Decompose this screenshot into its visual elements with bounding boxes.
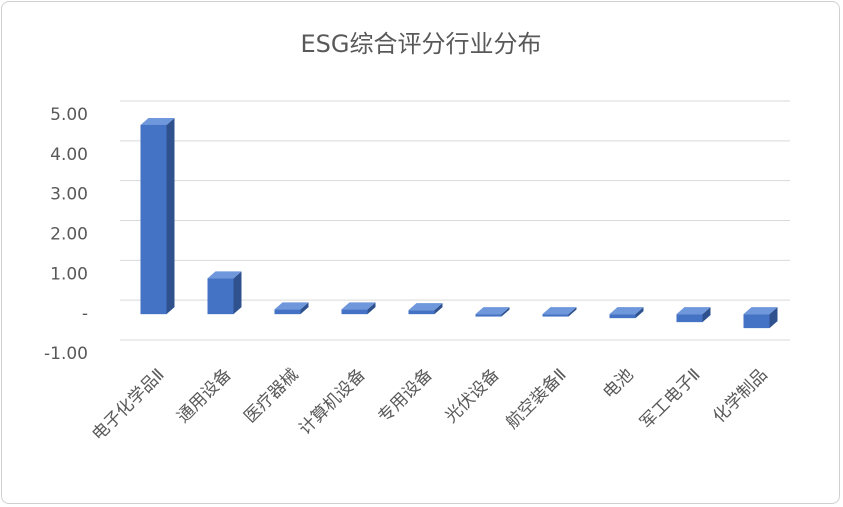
x-tick-label: 电池 bbox=[599, 365, 637, 403]
y-tick-label: 2.00 bbox=[50, 225, 88, 245]
bar bbox=[274, 309, 301, 315]
bar-top bbox=[341, 302, 376, 310]
bar-top bbox=[475, 307, 510, 315]
bar-top bbox=[274, 302, 309, 310]
bar-side bbox=[501, 307, 510, 317]
y-tick-label: 1.00 bbox=[50, 264, 88, 284]
bar-top bbox=[140, 117, 175, 125]
x-tick-label: 化学制品 bbox=[709, 365, 771, 427]
bar bbox=[408, 310, 435, 315]
y-tick-label: 5.00 bbox=[50, 105, 88, 125]
bar bbox=[676, 314, 703, 323]
x-tick-label: 电子化学品Ⅱ bbox=[88, 365, 168, 445]
bar-top bbox=[609, 307, 644, 315]
y-tick-label: -1.00 bbox=[44, 344, 88, 364]
bar bbox=[475, 314, 502, 317]
bar-side bbox=[702, 307, 711, 323]
y-tick-label: 4.00 bbox=[50, 145, 88, 165]
y-tick-label: 3.00 bbox=[50, 185, 88, 205]
bar-top bbox=[408, 303, 443, 311]
x-tick-label: 航空装备Ⅱ bbox=[502, 365, 570, 433]
bar-side bbox=[300, 302, 309, 315]
bar-side bbox=[367, 302, 376, 315]
bar-top bbox=[542, 307, 577, 315]
x-tick-label: 通用设备 bbox=[173, 365, 235, 427]
chart-title: ESG综合评分行业分布 bbox=[301, 30, 542, 58]
x-tick-label: 计算机设备 bbox=[295, 365, 369, 439]
bar-top bbox=[207, 271, 242, 279]
bar-side bbox=[769, 307, 778, 329]
bar bbox=[341, 309, 368, 315]
bar-side bbox=[568, 307, 577, 317]
x-tick-label: 专用设备 bbox=[374, 365, 436, 427]
bar-side bbox=[434, 303, 443, 315]
bar-top bbox=[743, 307, 778, 315]
bar-side bbox=[166, 117, 175, 315]
bar bbox=[609, 314, 636, 319]
y-tick-label: - bbox=[82, 304, 88, 324]
bar bbox=[207, 278, 234, 315]
x-tick-label: 光伏设备 bbox=[441, 365, 503, 427]
bar bbox=[743, 314, 770, 329]
x-tick-label: 医疗器械 bbox=[240, 365, 302, 427]
bar-side bbox=[635, 307, 644, 319]
bar-top bbox=[676, 307, 711, 315]
x-tick-label: 军工电子Ⅱ bbox=[636, 365, 704, 433]
bar bbox=[140, 124, 167, 315]
bar-side bbox=[233, 271, 242, 315]
bar bbox=[542, 314, 569, 317]
